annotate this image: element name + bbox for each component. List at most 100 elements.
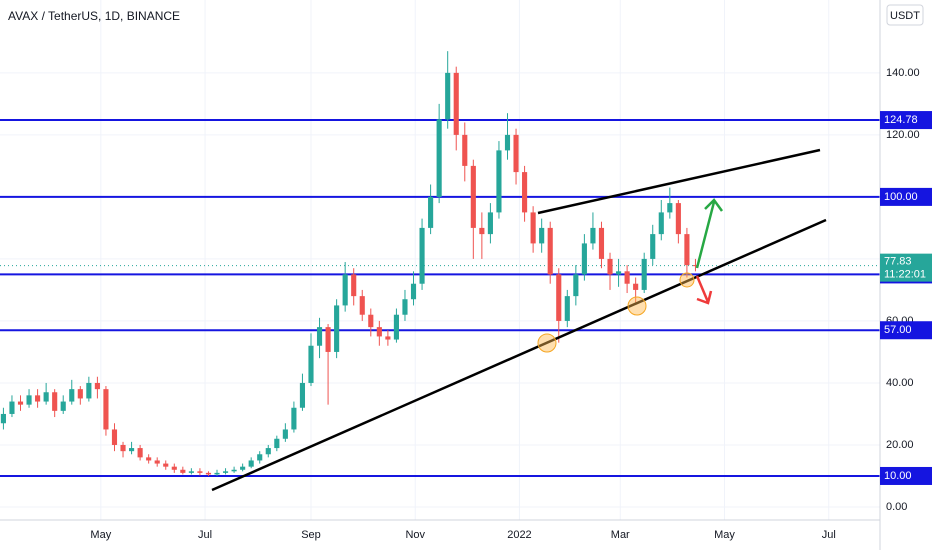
candle-body bbox=[274, 438, 280, 449]
candle-body bbox=[171, 466, 177, 470]
candle-body bbox=[470, 165, 476, 228]
candle-body bbox=[214, 472, 220, 475]
candle-body bbox=[299, 382, 306, 408]
resistance-trendline bbox=[537, 148, 821, 215]
candle-body bbox=[667, 203, 673, 213]
y-tick-label: 0.00 bbox=[886, 501, 907, 513]
candle-body bbox=[9, 401, 15, 414]
candle-body bbox=[393, 314, 399, 340]
candle-body bbox=[368, 314, 374, 328]
candle-body bbox=[351, 274, 357, 297]
candle-body bbox=[410, 283, 417, 300]
drawings bbox=[211, 148, 827, 492]
candle-body bbox=[77, 389, 83, 399]
candle-body bbox=[0, 413, 6, 424]
touch-circle bbox=[679, 272, 695, 288]
y-tick-label: 120.00 bbox=[886, 129, 920, 141]
candle-body bbox=[43, 392, 49, 402]
level-label: 57.00 bbox=[884, 324, 912, 336]
candle-body bbox=[325, 327, 331, 352]
candle-body bbox=[573, 274, 579, 297]
candle-body bbox=[624, 271, 630, 284]
candle-body bbox=[504, 134, 511, 151]
candle-body bbox=[650, 234, 656, 259]
candle-body bbox=[154, 460, 160, 464]
candle-body bbox=[257, 454, 263, 461]
y-tick-label: 140.00 bbox=[886, 67, 920, 79]
support-trendline bbox=[211, 218, 827, 492]
candle-body bbox=[52, 392, 58, 411]
candle-body bbox=[69, 389, 75, 402]
candle-body bbox=[547, 227, 553, 275]
candle-body bbox=[180, 469, 186, 473]
candle-body bbox=[692, 265, 699, 267]
y-tick-label: 40.00 bbox=[886, 377, 914, 389]
candle-body bbox=[94, 382, 100, 390]
candle-body bbox=[265, 448, 271, 455]
candle-body bbox=[453, 72, 459, 135]
candles-layer bbox=[0, 51, 699, 476]
candle-body bbox=[60, 401, 66, 411]
last-price-box bbox=[880, 253, 932, 282]
x-tick-label: Nov bbox=[405, 529, 425, 541]
candle-body bbox=[675, 203, 681, 235]
countdown-label: 11:22:01 bbox=[884, 269, 926, 281]
candle-body bbox=[137, 448, 143, 458]
candle-body bbox=[120, 444, 126, 452]
candle-body bbox=[496, 150, 502, 213]
candle-body bbox=[462, 134, 468, 166]
candle-body bbox=[163, 463, 169, 467]
candle-body bbox=[240, 466, 246, 470]
axis-layer: 0.0020.0040.0060.0080.00100.00120.00140.… bbox=[90, 67, 932, 541]
candle-body bbox=[103, 389, 109, 430]
touch-circle bbox=[537, 333, 557, 353]
level-label: 100.00 bbox=[884, 191, 918, 203]
grid-layer bbox=[0, 0, 880, 520]
candle-body bbox=[616, 271, 622, 275]
candle-body bbox=[231, 469, 237, 472]
candle-body bbox=[445, 72, 451, 120]
candle-body bbox=[316, 327, 323, 346]
candle-body bbox=[402, 299, 408, 315]
candle-body bbox=[197, 471, 203, 473]
candle-body bbox=[86, 382, 92, 399]
candle-body bbox=[539, 227, 545, 244]
x-tick-label: May bbox=[90, 529, 111, 541]
candle-body bbox=[26, 395, 32, 405]
x-tick-label: Jul bbox=[198, 529, 212, 541]
candle-body bbox=[633, 283, 639, 290]
candle-body bbox=[248, 460, 254, 467]
candle-body bbox=[513, 134, 519, 173]
candle-body bbox=[282, 429, 288, 439]
currency-label[interactable]: USDT bbox=[890, 10, 920, 22]
x-tick-label: Sep bbox=[301, 529, 321, 541]
candle-body bbox=[17, 401, 24, 405]
candle-body bbox=[641, 258, 647, 290]
x-tick-label: May bbox=[714, 529, 735, 541]
last-price-label: 77.83 bbox=[884, 256, 912, 268]
candle-body bbox=[590, 227, 596, 244]
x-tick-label: Mar bbox=[611, 529, 630, 541]
candle-body bbox=[291, 407, 297, 430]
candle-body bbox=[564, 296, 570, 321]
currency-button[interactable] bbox=[886, 4, 924, 26]
level-label-box bbox=[880, 111, 932, 130]
chart-title: AVAX / TetherUS, 1D, BINANCE bbox=[8, 9, 180, 23]
candle-body bbox=[222, 471, 229, 473]
candle-body bbox=[479, 227, 485, 235]
candle-body bbox=[146, 457, 152, 461]
touch-circle bbox=[627, 296, 647, 316]
candle-body bbox=[342, 274, 348, 306]
level-label: 124.78 bbox=[884, 114, 918, 126]
level-label-box bbox=[880, 321, 932, 340]
candle-body bbox=[684, 234, 690, 266]
level-label-box bbox=[880, 466, 932, 485]
candle-body bbox=[385, 336, 391, 340]
candle-body bbox=[658, 212, 664, 235]
candle-body bbox=[35, 395, 41, 402]
down-arrow bbox=[695, 275, 713, 305]
x-tick-label: 2022 bbox=[507, 529, 531, 541]
candle-body bbox=[359, 296, 365, 315]
candle-body bbox=[376, 327, 382, 337]
